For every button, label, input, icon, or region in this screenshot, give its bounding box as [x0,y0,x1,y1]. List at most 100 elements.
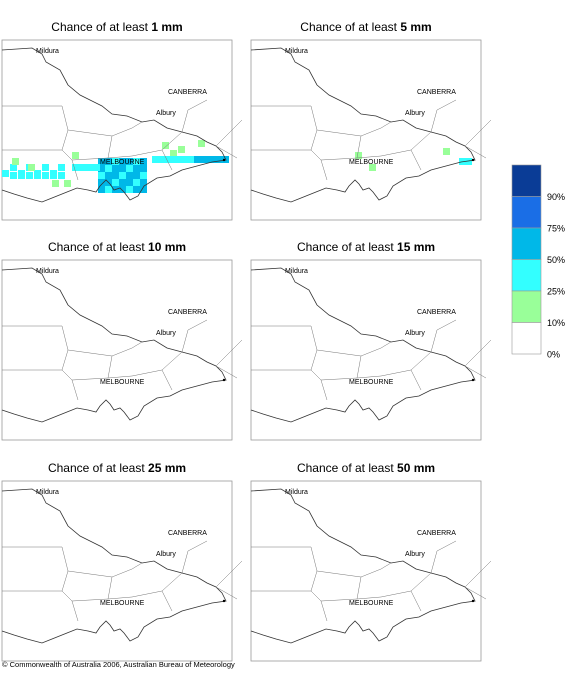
rain-cell [162,142,169,149]
map-frame [1,480,233,662]
rain-cell [201,156,208,163]
rain-cell [112,158,119,165]
city-dot [222,158,226,162]
rain-cell [126,172,133,179]
rain-cell [58,164,65,171]
place-label: Mildura [285,48,308,55]
city-dot [222,599,226,603]
rain-cell [50,172,57,179]
city-dot [471,378,475,382]
place-label: Mildura [285,489,308,496]
rain-cell [119,186,126,193]
rain-cell [133,172,140,179]
panel-title: Chance of at least 15 mm [297,240,435,254]
map-panel: Mildura CANBERRA Albury MELBOURNE Chance of … [1,240,243,441]
rain-cell [198,140,205,147]
place-label: Mildura [36,489,59,496]
rain-cell [86,164,93,171]
place-label: CANBERRA [417,89,456,96]
rain-cell [166,156,173,163]
legend: 90% 75% 50% 25% 10% 0% [511,164,565,359]
place-label: MELBOURNE [349,600,394,607]
legend-swatch [511,164,542,197]
rain-cell [133,165,140,172]
map-panel: Mildura CANBERRA Albury MELBOURNE Chance of … [250,461,492,662]
rain-cell [79,164,86,171]
rain-cell [140,158,147,165]
rain-cell [140,172,147,179]
place-label: MELBOURNE [100,600,145,607]
rain-cell [133,158,140,165]
legend-label: 75% [547,223,565,233]
rain-cell [133,179,140,186]
rain-cell [34,172,41,179]
city-dot [222,378,226,382]
legend-label: 25% [547,286,565,296]
rain-cell [52,180,59,187]
place-label: CANBERRA [168,309,207,316]
rain-cell [140,165,147,172]
place-label: MELBOURNE [100,159,145,166]
rain-cell [98,172,105,179]
legend-label: 90% [547,192,565,202]
copyright: © Commonwealth of Australia 2006, Austra… [2,660,235,669]
place-label: Albury [156,551,176,558]
place-label: MELBOURNE [100,379,145,386]
rain-cell [355,152,362,159]
place-label: Albury [156,330,176,337]
rain-cell [72,164,79,171]
place-label: MELBOURNE [349,379,394,386]
rain-cell [126,186,133,193]
panel-title: Chance of at least 5 mm [300,20,431,34]
rain-cell [28,164,35,171]
rain-cell [2,170,9,177]
rain-cell [159,156,166,163]
rain-cell [93,164,100,171]
rain-cell [42,172,49,179]
rain-cell [119,165,126,172]
rain-cell [105,158,112,165]
rain-cell [98,179,105,186]
rain-cell [112,172,119,179]
map-panel: Mildura CANBERRA Albury MELBOURNE Chance of … [1,461,243,662]
place-label: Albury [405,330,425,337]
rain-cell [98,165,105,172]
place-label: Albury [405,110,425,117]
rain-cell [208,156,215,163]
map-panel: Mildura CANBERRA Albury MELBOURNE Chance of … [1,20,243,221]
rain-cell [10,172,17,179]
rain-cell [187,156,194,163]
place-label: Mildura [285,268,308,275]
panel-title: Chance of at least 1 mm [51,20,182,34]
legend-label: 10% [547,318,565,328]
rain-cell [126,179,133,186]
place-label: CANBERRA [417,530,456,537]
city-dot [471,599,475,603]
rain-cell [133,186,140,193]
place-label: CANBERRA [417,309,456,316]
rain-cell [119,179,126,186]
map-frame [250,39,482,221]
rain-cell [173,156,180,163]
legend-swatch [511,290,542,323]
rain-cell [140,186,147,193]
rain-cell [18,172,25,179]
place-label: Albury [156,110,176,117]
legend-swatch [511,196,542,229]
place-label: Mildura [36,48,59,55]
panel-title: Chance of at least 10 mm [48,240,186,254]
rain-cell [26,172,33,179]
rain-cell [126,158,133,165]
rain-cell [105,186,112,193]
rain-cell [170,150,177,157]
rain-cell [64,180,71,187]
rain-cell [98,186,105,193]
rain-cell [105,165,112,172]
legend-label: 0% [547,349,560,359]
place-label: Mildura [36,268,59,275]
city-dot [471,158,475,162]
panel-title: Chance of at least 25 mm [48,461,186,475]
rain-cell [180,156,187,163]
